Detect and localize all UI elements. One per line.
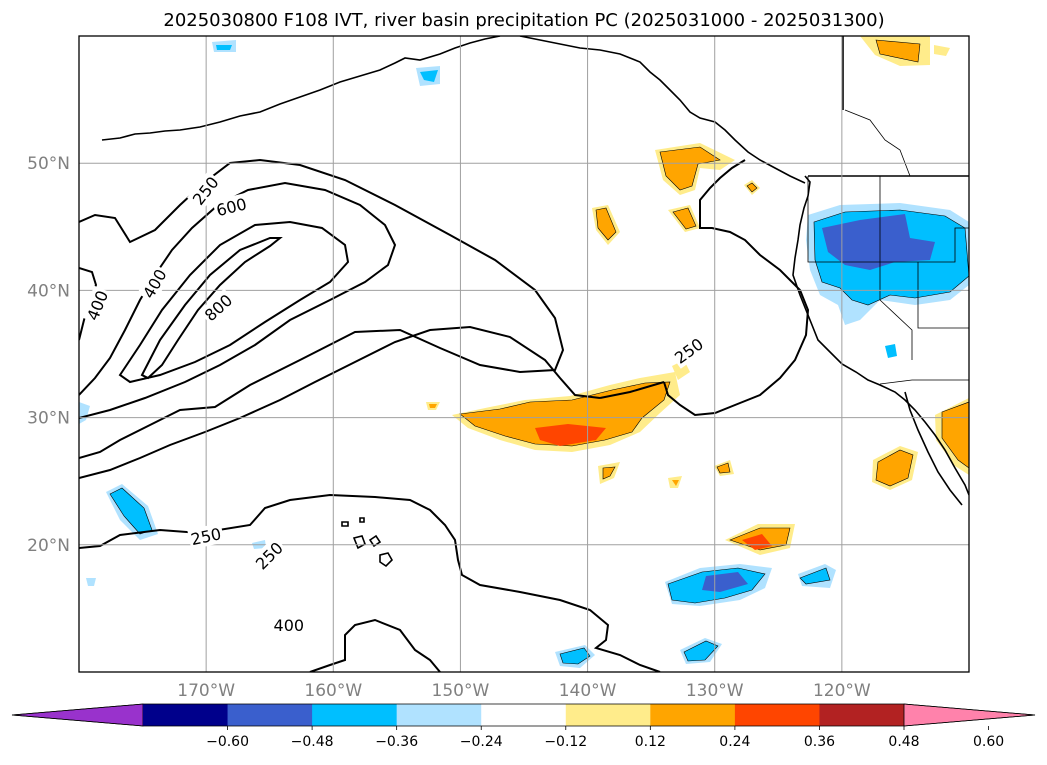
- latitude-label: 20°N: [27, 536, 70, 556]
- colorbar-tick-label: −0.24: [460, 734, 503, 750]
- colorbar-tick-label: 0.60: [973, 734, 1004, 750]
- contour-label-bg: [81, 285, 113, 325]
- longitude-label: 140°W: [559, 681, 617, 701]
- contour-label-bg: [212, 192, 251, 221]
- longitude-label: 150°W: [432, 681, 490, 701]
- colorbar-segment: [396, 704, 482, 726]
- colorbar-segment: [312, 704, 398, 726]
- contour-label-bg: [187, 171, 224, 211]
- latitude-label: 50°N: [27, 154, 70, 174]
- map-frame: [78, 35, 970, 673]
- colorbar-extend-low: [11, 703, 144, 727]
- colorbar-tick-label: 0.24: [719, 734, 750, 750]
- latitude-label: 40°N: [27, 281, 70, 301]
- contour-label-bg: [249, 536, 289, 575]
- colorbar-tick-label: −0.48: [291, 734, 334, 750]
- contour-label-bg: [669, 332, 709, 369]
- latitude-labels: 50°N 40°N 30°N 20°N: [27, 154, 70, 556]
- precip-shading: [79, 36, 969, 668]
- contour-label-bg: [198, 288, 238, 327]
- colorbar-segment: [481, 704, 567, 726]
- colorbar-segment: [227, 704, 313, 726]
- colorbar-segment: [734, 704, 820, 726]
- colorbar-tick-label: −0.12: [544, 734, 587, 750]
- colorbar: −0.60 −0.48 −0.36 −0.24 −0.12 0.12 0.24 0.36 0.4…: [11, 703, 1036, 750]
- longitude-label: 160°W: [304, 681, 362, 701]
- contour-label-bg: [187, 522, 225, 550]
- longitude-labels: 170°W 160°W 150°W 140°W 130°W 120°W: [177, 681, 871, 701]
- contour-label-text: 400: [274, 616, 305, 635]
- longitude-label: 170°W: [177, 681, 235, 701]
- longitude-label: 130°W: [686, 681, 744, 701]
- colorbar-tick-label: 0.36: [804, 734, 835, 750]
- contour-label-bg: [137, 263, 172, 304]
- colorbar-segment: [650, 704, 736, 726]
- longitude-label: 120°W: [813, 681, 871, 701]
- map-gridlines: [79, 36, 969, 672]
- colorbar-segment: [565, 704, 651, 726]
- colorbar-tick-label: 0.12: [635, 734, 666, 750]
- colorbar-tick-label: −0.36: [375, 734, 418, 750]
- great-basin-blue: [806, 203, 969, 358]
- colorbar-tick-label: 0.48: [888, 734, 919, 750]
- contour-label: 400: [271, 615, 306, 636]
- coastlines: [101, 36, 969, 568]
- colorbar-outline: [11, 703, 1036, 727]
- contour-label-bg: [271, 615, 306, 636]
- gulf-of-alaska-orange: [592, 36, 950, 245]
- state-borders: [807, 109, 969, 385]
- eastern-pacific-blue: [79, 40, 836, 668]
- latitude-label: 30°N: [27, 409, 70, 429]
- figure-title: 2025030800 F108 IVT, river basin precipi…: [163, 10, 884, 31]
- colorbar-tick-label: −0.60: [206, 734, 249, 750]
- colorbar-extend-high: [903, 703, 1036, 727]
- colorbar-segment: [143, 704, 229, 726]
- colorbar-segment: [819, 704, 905, 726]
